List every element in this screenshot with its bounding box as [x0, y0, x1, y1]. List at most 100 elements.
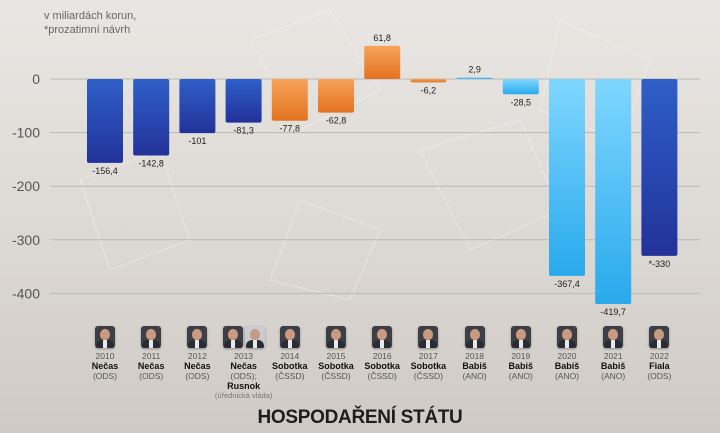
avatar-group: [496, 326, 546, 348]
value-label-2018: 2,9: [468, 64, 481, 74]
pm-party: (ČSSD): [367, 371, 397, 381]
avatar: [372, 326, 393, 348]
deficit-bar-chart: 0 -100 -200 -300 -400 -156,4 -142,8 -101 -81,3 -…: [12, 33, 700, 317]
avatar-group: [634, 326, 684, 348]
pm-party: (ODS): [185, 371, 210, 381]
value-label-2012: -101: [188, 136, 206, 146]
value-label-2016: 61,8: [373, 33, 391, 43]
y-tick-label: -100: [12, 125, 40, 141]
avatar-group: [450, 326, 500, 348]
pm-name: Babiš: [554, 361, 580, 371]
pm-year: 2014: [280, 351, 300, 361]
avatar: [418, 326, 439, 348]
avatar: [557, 326, 577, 348]
unit-note-line-2: *prozatimní návrh: [44, 24, 131, 36]
value-label-2013: -81,3: [233, 126, 254, 136]
avatar: [279, 326, 300, 348]
bar-2022: [641, 79, 678, 256]
avatar-group: [403, 326, 453, 348]
value-label-2017: -6,2: [421, 85, 437, 95]
pm-card-2010: 2010 Nečas (ODS): [80, 326, 130, 381]
pm-year: 2013: [234, 351, 254, 361]
pm-name: Nečas: [91, 361, 119, 371]
pm-party: (ODS): [139, 371, 164, 381]
avatar-group: [357, 326, 407, 348]
pm-name: Babiš: [508, 361, 534, 371]
pm-name: Nečas: [184, 361, 211, 371]
value-label-2015: -62,8: [326, 116, 347, 126]
pm-name: Babiš: [600, 361, 626, 371]
avatar-group: [126, 326, 176, 348]
avatar-group: [172, 326, 222, 348]
avatar-group: [542, 326, 592, 348]
bar-2020: [549, 79, 585, 276]
y-tick-label: -400: [12, 285, 40, 301]
avatar: [222, 326, 243, 348]
pm-card-2011: 2011 Nečas (ODS): [126, 326, 176, 381]
pm-party: (ČSSD): [275, 371, 305, 381]
unit-note-line-1: v miliardách korun,: [44, 10, 137, 22]
pm-name: Fiala: [649, 361, 670, 371]
y-tick-label: 0: [32, 71, 40, 87]
pm-name: Sobotka: [318, 361, 354, 371]
pm-card-2022: 2022 Fiala (ODS): [634, 326, 684, 381]
pm-card-2020: 2020 Babiš (ANO): [542, 326, 592, 381]
pm-card-2018: 2018 Babiš (ANO): [450, 326, 500, 381]
avatar: [510, 326, 531, 348]
avatar: [464, 326, 485, 348]
avatar-group: [311, 326, 361, 348]
pm-card-2015: 2015 Sobotka (ČSSD): [311, 326, 361, 381]
pm-year: 2021: [603, 351, 623, 361]
pm-year: 2015: [326, 351, 346, 361]
pm-name: Sobotka: [410, 361, 447, 371]
avatar-group: [80, 326, 130, 348]
avatar: [95, 326, 115, 348]
pm-card-2019: 2019 Babiš (ANO): [496, 326, 546, 381]
pm-year: 2011: [142, 351, 161, 361]
value-label-2019: -28,5: [511, 97, 532, 107]
bar-2015: [318, 79, 354, 113]
value-label-2021: -419,7: [600, 307, 626, 317]
pm-name: Nečas: [137, 361, 165, 371]
value-label-2022: *-330: [649, 259, 671, 269]
pm-year: 2019: [511, 351, 531, 361]
pm-year: 2012: [187, 351, 207, 361]
value-label-2010: -156,4: [92, 166, 118, 176]
pm-party: (ČSSD): [321, 371, 351, 381]
pm-card-2012: 2012 Nečas (ODS): [172, 326, 222, 381]
avatar-group: [265, 326, 315, 348]
bar-2016: [364, 45, 401, 79]
bar-2019: [502, 79, 539, 95]
pm-name: Sobotka: [364, 361, 400, 371]
value-label-2020: -367,4: [554, 279, 580, 289]
y-tick-label: -200: [12, 178, 40, 194]
value-label-2014: -77,8: [280, 124, 301, 134]
pm-party: (ANO): [508, 371, 533, 381]
pm-name-secondary: Rusnok: [227, 381, 261, 391]
avatar: [649, 326, 670, 348]
bar-2013: [225, 79, 262, 123]
bar-2012: [179, 79, 216, 134]
pm-card-2021: 2021 Babiš (ANO): [588, 326, 638, 381]
avatar-group: [588, 326, 638, 348]
pm-year: 2020: [557, 351, 577, 361]
pm-name: Nečas: [230, 361, 257, 371]
bar-2021: [595, 79, 632, 304]
pm-card-2016: 2016 Sobotka (ČSSD): [357, 326, 407, 381]
pm-card-2017: 2017 Sobotka (ČSSD): [403, 326, 453, 381]
pm-note: (úřednická vláda): [214, 391, 273, 400]
pm-card-2014: 2014 Sobotka (ČSSD): [265, 326, 315, 381]
pm-year: 2010: [95, 351, 115, 361]
bar-2014: [271, 79, 308, 121]
pm-year: 2018: [465, 351, 485, 361]
bar-2017: [410, 79, 447, 83]
pm-name: Sobotka: [272, 361, 308, 371]
chart-footer-title: HOSPODAŘENÍ STÁTU: [257, 407, 463, 428]
pm-party: (ODS);: [230, 371, 257, 381]
pm-party: (ANO): [554, 371, 580, 381]
pm-party: (ODS): [92, 371, 118, 381]
avatar: [603, 326, 624, 348]
pm-name: Babiš: [462, 361, 487, 371]
value-label-2011: -142,8: [138, 159, 164, 169]
pm-party: (ANO): [601, 371, 626, 381]
